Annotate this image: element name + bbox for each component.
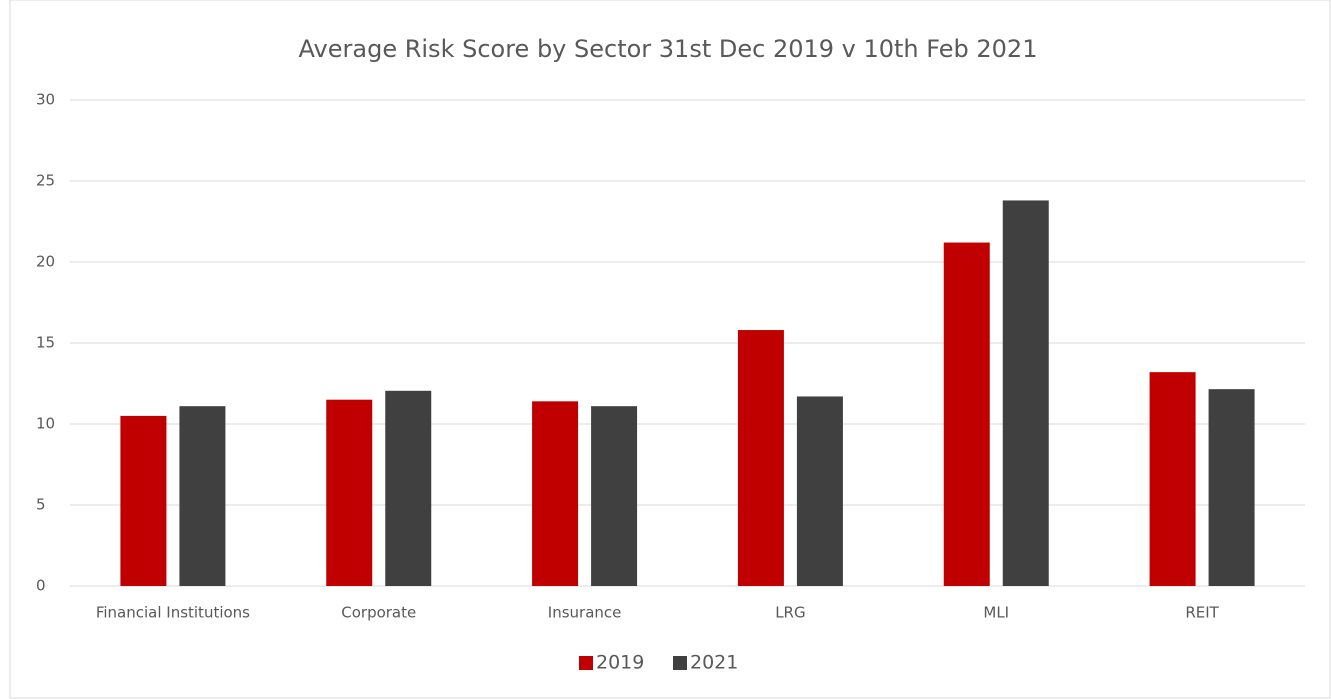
- bar: [326, 399, 373, 586]
- x-tick-label: Insurance: [548, 604, 622, 622]
- bar: [532, 401, 579, 586]
- legend-label: 2019: [596, 652, 644, 674]
- bar: [1208, 389, 1255, 586]
- chart-frame: [9, 0, 1331, 699]
- bar: [1002, 200, 1049, 586]
- legend-label: 2021: [690, 652, 738, 674]
- bar: [120, 415, 167, 586]
- bar: [179, 406, 226, 586]
- bar: [943, 242, 990, 586]
- legend-swatch: [579, 656, 593, 670]
- x-tick-label: REIT: [1185, 604, 1219, 622]
- x-tick-label: Financial Institutions: [96, 604, 250, 622]
- bar: [385, 390, 432, 586]
- y-tick-label: 0: [36, 577, 46, 595]
- bar: [591, 406, 638, 586]
- y-tick-label: 25: [36, 172, 55, 190]
- x-tick-label: MLI: [983, 604, 1009, 622]
- bar: [737, 330, 784, 586]
- y-tick-label: 15: [36, 334, 55, 352]
- x-tick-label: LRG: [775, 604, 805, 622]
- chart-title: Average Risk Score by Sector 31st Dec 20…: [299, 35, 1038, 63]
- legend-swatch: [673, 656, 687, 670]
- y-tick-label: 30: [36, 91, 55, 109]
- y-tick-label: 5: [36, 496, 46, 514]
- bar: [1149, 372, 1196, 586]
- x-tick-label: Corporate: [341, 604, 416, 622]
- y-tick-label: 10: [36, 415, 55, 433]
- y-tick-label: 20: [36, 253, 55, 271]
- bar: [796, 396, 843, 586]
